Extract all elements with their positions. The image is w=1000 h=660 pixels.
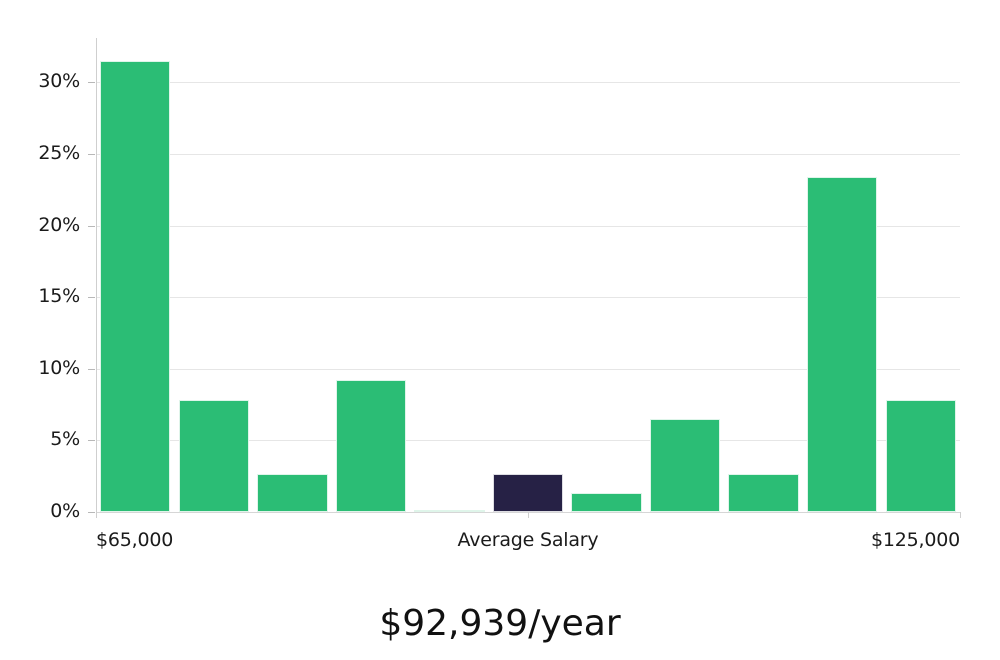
bar[interactable] — [885, 400, 956, 512]
y-tick-mark — [88, 512, 95, 513]
gridline — [96, 440, 960, 442]
bar[interactable] — [178, 400, 249, 512]
y-tick-mark — [88, 82, 95, 84]
y-tick-label: 15% — [38, 285, 80, 308]
x-tick-mark — [528, 512, 529, 518]
bar[interactable] — [100, 60, 171, 512]
y-tick-mark — [88, 440, 95, 442]
x-tick-mark — [960, 512, 961, 518]
bar-rect — [100, 60, 171, 512]
bar-rect — [257, 474, 328, 512]
bar-rect — [649, 418, 721, 512]
y-tick-mark — [88, 297, 95, 299]
bar-rect — [335, 380, 407, 512]
gridline — [96, 225, 960, 227]
bar-rect — [178, 400, 249, 512]
y-tick-label: 25% — [38, 141, 80, 164]
plot-area — [96, 38, 960, 513]
bar-rect — [492, 474, 564, 512]
x-axis-label-center: Average Salary — [457, 529, 599, 551]
bar-rect — [571, 492, 642, 512]
x-axis-label-right: $125,000 — [870, 529, 960, 551]
y-tick-mark — [88, 225, 95, 227]
bar[interactable] — [728, 474, 799, 512]
bar-highlighted[interactable] — [492, 474, 564, 512]
bar[interactable] — [571, 492, 642, 512]
bar[interactable] — [414, 509, 485, 512]
bar[interactable] — [649, 418, 721, 512]
gridline — [96, 368, 960, 370]
y-axis-spine — [96, 38, 97, 512]
x-axis-label-left: $65,000 — [96, 529, 174, 551]
gridline — [96, 153, 960, 155]
bar[interactable] — [257, 474, 328, 512]
bar-series — [96, 38, 960, 512]
gridline — [96, 82, 960, 84]
y-tick-label: 20% — [38, 213, 80, 236]
y-tick-label: 5% — [50, 428, 80, 451]
bar[interactable] — [807, 176, 878, 512]
x-tick-mark — [96, 512, 97, 518]
y-tick-mark — [88, 153, 95, 155]
y-tick-label: 30% — [38, 70, 80, 93]
average-salary-caption: $92,939/year — [379, 603, 621, 644]
bar-rect — [807, 176, 878, 512]
gridline — [96, 297, 960, 299]
bar-rect — [414, 509, 485, 512]
y-tick-label: 10% — [38, 356, 80, 379]
bar-rect — [885, 400, 956, 512]
bar[interactable] — [335, 380, 407, 512]
y-tick-label: 0% — [50, 500, 80, 522]
bar-rect — [728, 474, 799, 512]
y-tick-mark — [88, 368, 95, 370]
